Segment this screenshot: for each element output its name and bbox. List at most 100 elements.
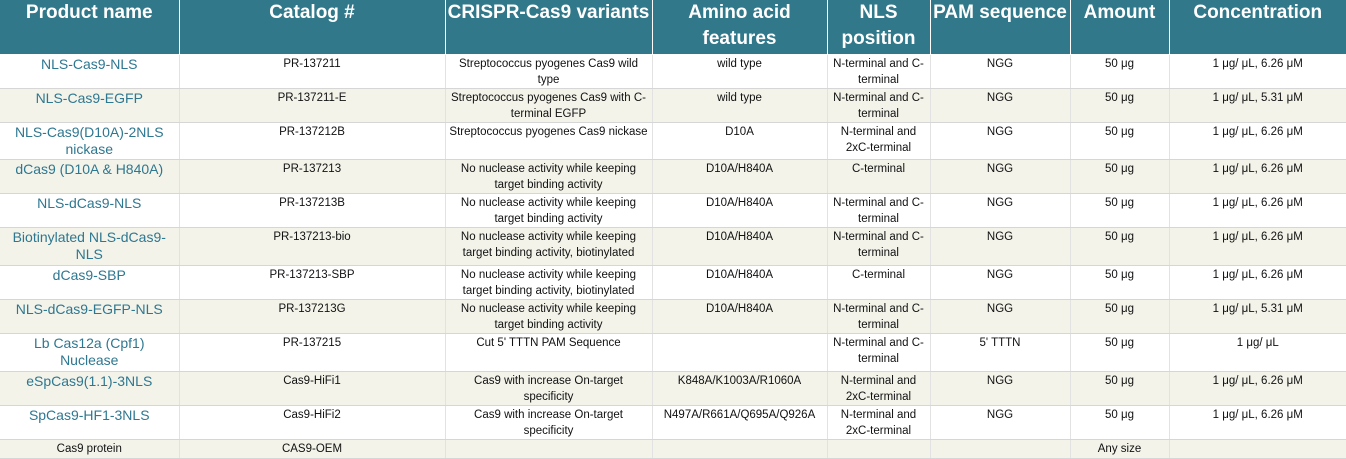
header-catalog: Catalog # — [179, 0, 446, 55]
header-pam-sequence: PAM sequence — [930, 0, 1071, 55]
header-amino-acid-features: Amino acid features — [652, 0, 828, 55]
amount-cell: 50 μg — [1070, 193, 1170, 228]
header-row: Product name Catalog # CRISPR-Cas9 varia… — [0, 0, 1346, 55]
variant-cell: No nuclease activity while keeping targe… — [445, 159, 653, 194]
table-row: Lb Cas12a (Cpf1) Nuclease PR-137215 Cut 5'… — [0, 333, 1346, 372]
variant-cell — [445, 439, 653, 459]
product-name-cell[interactable]: Cas9 protein — [0, 439, 180, 459]
amino-acid-cell: D10A/H840A — [652, 227, 828, 266]
pam-cell: NGG — [930, 371, 1071, 406]
table-row: eSpCas9(1.1)-3NLS Cas9-HiFi1 Cas9 with inc… — [0, 371, 1346, 406]
product-name-cell[interactable]: dCas9-SBP — [0, 265, 180, 300]
concentration-cell: 1 μg/ μL, 5.31 μM — [1169, 88, 1346, 123]
product-name-cell[interactable]: NLS-Cas9(D10A)-2NLS nickase — [0, 122, 180, 160]
catalog-cell: Cas9-HiFi1 — [179, 371, 446, 406]
variant-cell: Streptococcus pyogenes Cas9 nickase — [445, 122, 653, 160]
amino-acid-cell — [652, 333, 828, 372]
concentration-cell: 1 μg/ μL, 6.26 μM — [1169, 159, 1346, 194]
product-name-cell[interactable]: Lb Cas12a (Cpf1) Nuclease — [0, 333, 180, 372]
nls-position-cell: N-terminal and C-terminal — [827, 88, 931, 123]
concentration-cell — [1169, 439, 1346, 459]
table-row: Biotinylated NLS-dCas9-NLS PR-137213-bio N… — [0, 227, 1346, 266]
variant-cell: No nuclease activity while keeping targe… — [445, 193, 653, 228]
nls-position-cell: N-terminal and 2xC-terminal — [827, 122, 931, 160]
amount-cell: 50 μg — [1070, 265, 1170, 300]
nls-position-cell: N-terminal and C-terminal — [827, 193, 931, 228]
concentration-cell: 1 μg/ μL, 6.26 μM — [1169, 122, 1346, 160]
variant-cell: Streptococcus pyogenes Cas9 with C-termi… — [445, 88, 653, 123]
nls-position-cell — [827, 439, 931, 459]
table-row: dCas9 (D10A & H840A) PR-137213 No nuclease… — [0, 159, 1346, 194]
product-name-cell[interactable]: Biotinylated NLS-dCas9-NLS — [0, 227, 180, 266]
nls-position-cell: N-terminal and C-terminal — [827, 54, 931, 89]
amino-acid-cell: wild type — [652, 54, 828, 89]
amount-cell: 50 μg — [1070, 333, 1170, 372]
concentration-cell: 1 μg/ μL, 6.26 μM — [1169, 54, 1346, 89]
product-name-cell[interactable]: dCas9 (D10A & H840A) — [0, 159, 180, 194]
catalog-cell: PR-137213-bio — [179, 227, 446, 266]
product-name-cell[interactable]: SpCas9-HF1-3NLS — [0, 405, 180, 440]
variant-cell: No nuclease activity while keeping targe… — [445, 265, 653, 300]
product-name-cell[interactable]: NLS-Cas9-NLS — [0, 54, 180, 89]
catalog-cell: PR-137213 — [179, 159, 446, 194]
header-crispr-variants: CRISPR-Cas9 variants — [445, 0, 653, 55]
catalog-cell: PR-137211-E — [179, 88, 446, 123]
catalog-cell: PR-137213G — [179, 299, 446, 334]
amino-acid-cell — [652, 439, 828, 459]
table-row: NLS-dCas9-NLS PR-137213B No nuclease activ… — [0, 193, 1346, 228]
amount-cell: 50 μg — [1070, 122, 1170, 160]
pam-cell: NGG — [930, 88, 1071, 123]
amount-cell: 50 μg — [1070, 54, 1170, 89]
variant-cell: Cas9 with increase On-target specificity — [445, 405, 653, 440]
table-row: SpCas9-HF1-3NLS Cas9-HiFi2 Cas9 with incre… — [0, 405, 1346, 440]
header-product-name: Product name — [0, 0, 180, 55]
amino-acid-cell: D10A/H840A — [652, 265, 828, 300]
amino-acid-cell: K848A/K1003A/R1060A — [652, 371, 828, 406]
nls-position-cell: N-terminal and 2xC-terminal — [827, 405, 931, 440]
pam-cell: NGG — [930, 122, 1071, 160]
amount-cell: 50 μg — [1070, 159, 1170, 194]
nls-position-cell: N-terminal and 2xC-terminal — [827, 371, 931, 406]
catalog-cell: Cas9-HiFi2 — [179, 405, 446, 440]
variant-cell: Cut 5' TTTN PAM Sequence — [445, 333, 653, 372]
pam-cell: NGG — [930, 299, 1071, 334]
product-name-cell[interactable]: NLS-dCas9-EGFP-NLS — [0, 299, 180, 334]
table-row: NLS-Cas9-NLS PR-137211 Streptococcus pyoge… — [0, 54, 1346, 89]
variant-cell: No nuclease activity while keeping targe… — [445, 299, 653, 334]
product-name-cell[interactable]: NLS-Cas9-EGFP — [0, 88, 180, 123]
concentration-cell: 1 μg/ μL, 6.26 μM — [1169, 193, 1346, 228]
table-body: NLS-Cas9-NLS PR-137211 Streptococcus pyoge… — [0, 54, 1346, 459]
catalog-cell: CAS9-OEM — [179, 439, 446, 459]
product-name-cell[interactable]: eSpCas9(1.1)-3NLS — [0, 371, 180, 406]
nls-position-cell: N-terminal and C-terminal — [827, 227, 931, 266]
concentration-cell: 1 μg/ μL, 5.31 μM — [1169, 299, 1346, 334]
header-nls-position: NLS position — [827, 0, 931, 55]
table-row: NLS-dCas9-EGFP-NLS PR-137213G No nuclease … — [0, 299, 1346, 334]
catalog-cell: PR-137211 — [179, 54, 446, 89]
pam-cell: NGG — [930, 405, 1071, 440]
table-row: NLS-Cas9-EGFP PR-137211-E Streptococcus py… — [0, 88, 1346, 123]
amount-cell: 50 μg — [1070, 371, 1170, 406]
amino-acid-cell: D10A/H840A — [652, 193, 828, 228]
pam-cell: NGG — [930, 54, 1071, 89]
product-name-cell[interactable]: NLS-dCas9-NLS — [0, 193, 180, 228]
header-amount: Amount — [1070, 0, 1170, 55]
amount-cell: 50 μg — [1070, 405, 1170, 440]
concentration-cell: 1 μg/ μL, 6.26 μM — [1169, 265, 1346, 300]
amount-cell: 50 μg — [1070, 299, 1170, 334]
nls-position-cell: N-terminal and C-terminal — [827, 299, 931, 334]
variant-cell: No nuclease activity while keeping targe… — [445, 227, 653, 266]
table-row: dCas9-SBP PR-137213-SBP No nuclease activi… — [0, 265, 1346, 300]
amino-acid-cell: N497A/R661A/Q695A/Q926A — [652, 405, 828, 440]
pam-cell: NGG — [930, 265, 1071, 300]
pam-cell: NGG — [930, 193, 1071, 228]
catalog-cell: PR-137212B — [179, 122, 446, 160]
amino-acid-cell: wild type — [652, 88, 828, 123]
catalog-cell: PR-137213B — [179, 193, 446, 228]
concentration-cell: 1 μg/ μL, 6.26 μM — [1169, 371, 1346, 406]
nls-position-cell: C-terminal — [827, 159, 931, 194]
concentration-cell: 1 μg/ μL, 6.26 μM — [1169, 227, 1346, 266]
variant-cell: Cas9 with increase On-target specificity — [445, 371, 653, 406]
amino-acid-cell: D10A/H840A — [652, 299, 828, 334]
